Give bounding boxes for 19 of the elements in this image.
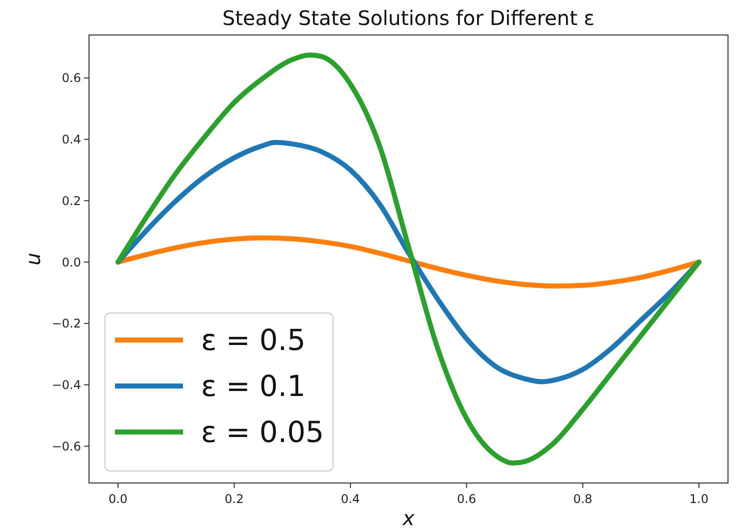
x-tick-label: 0.4 [340, 492, 360, 506]
legend-label: ε = 0.1 [201, 369, 306, 404]
y-tick-label: −0.2 [52, 316, 81, 331]
y-tick-label: 0.4 [62, 132, 81, 147]
x-tick-label: 0.2 [224, 492, 244, 506]
x-tick-label: 0.6 [457, 492, 476, 506]
legend-label: ε = 0.5 [201, 323, 306, 358]
y-axis-title: u [21, 252, 45, 266]
x-tick-label: 0.8 [573, 492, 592, 506]
y-tick-label: −0.4 [52, 378, 81, 392]
legend-label: ε = 0.05 [201, 415, 324, 450]
x-tick-label: 0.0 [108, 492, 128, 506]
x-axis-title: x [402, 506, 415, 529]
y-tick-label: −0.6 [52, 439, 81, 454]
y-tick-label: 0.2 [62, 194, 81, 208]
x-tick-label: 1.0 [689, 492, 708, 506]
y-tick-label: 0.6 [62, 71, 81, 86]
y-tick-label: 0.0 [62, 255, 81, 270]
chart-title: Steady State Solutions for Different ε [222, 6, 595, 30]
